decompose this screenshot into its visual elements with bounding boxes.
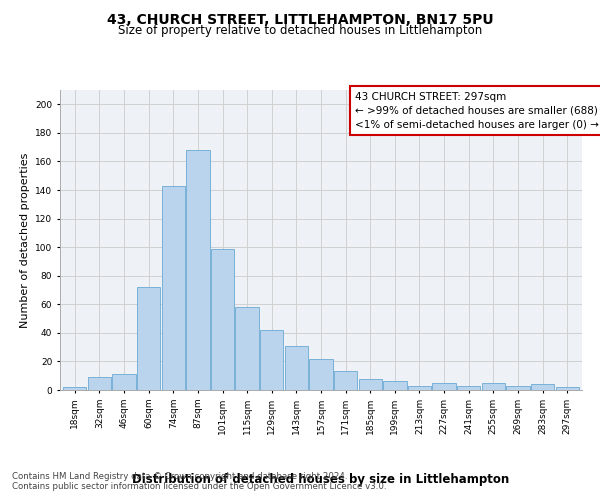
Bar [433, 383, 456, 390]
Bar [310, 358, 332, 390]
X-axis label: Distribution of detached houses by size in Littlehampton: Distribution of detached houses by size … [133, 473, 509, 486]
Bar [482, 383, 505, 390]
Y-axis label: Number of detached properties: Number of detached properties [20, 152, 29, 328]
Bar [531, 384, 554, 390]
Bar [408, 386, 431, 390]
Bar [88, 377, 111, 390]
Bar [112, 374, 136, 390]
Bar [211, 248, 234, 390]
Text: Contains public sector information licensed under the Open Government Licence v3: Contains public sector information licen… [12, 482, 386, 491]
Bar [260, 330, 283, 390]
Bar [556, 387, 579, 390]
Bar [137, 287, 160, 390]
Bar [334, 372, 358, 390]
Bar [161, 186, 185, 390]
Text: Size of property relative to detached houses in Littlehampton: Size of property relative to detached ho… [118, 24, 482, 37]
Bar [235, 307, 259, 390]
Text: 43 CHURCH STREET: 297sqm
← >99% of detached houses are smaller (688)
<1% of semi: 43 CHURCH STREET: 297sqm ← >99% of detac… [355, 92, 599, 130]
Bar [383, 382, 407, 390]
Text: 43, CHURCH STREET, LITTLEHAMPTON, BN17 5PU: 43, CHURCH STREET, LITTLEHAMPTON, BN17 5… [107, 12, 493, 26]
Bar [284, 346, 308, 390]
Bar [63, 387, 86, 390]
Bar [506, 386, 530, 390]
Bar [457, 386, 481, 390]
Text: Contains HM Land Registry data © Crown copyright and database right 2024.: Contains HM Land Registry data © Crown c… [12, 472, 347, 481]
Bar [186, 150, 209, 390]
Bar [359, 378, 382, 390]
